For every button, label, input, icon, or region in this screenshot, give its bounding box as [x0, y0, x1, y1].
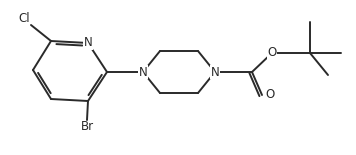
Text: O: O	[265, 89, 274, 102]
Text: N: N	[138, 66, 147, 78]
Text: Cl: Cl	[18, 11, 30, 24]
Text: N: N	[211, 66, 219, 78]
Text: O: O	[267, 46, 277, 60]
Text: Br: Br	[80, 120, 94, 133]
Text: N: N	[84, 36, 92, 49]
